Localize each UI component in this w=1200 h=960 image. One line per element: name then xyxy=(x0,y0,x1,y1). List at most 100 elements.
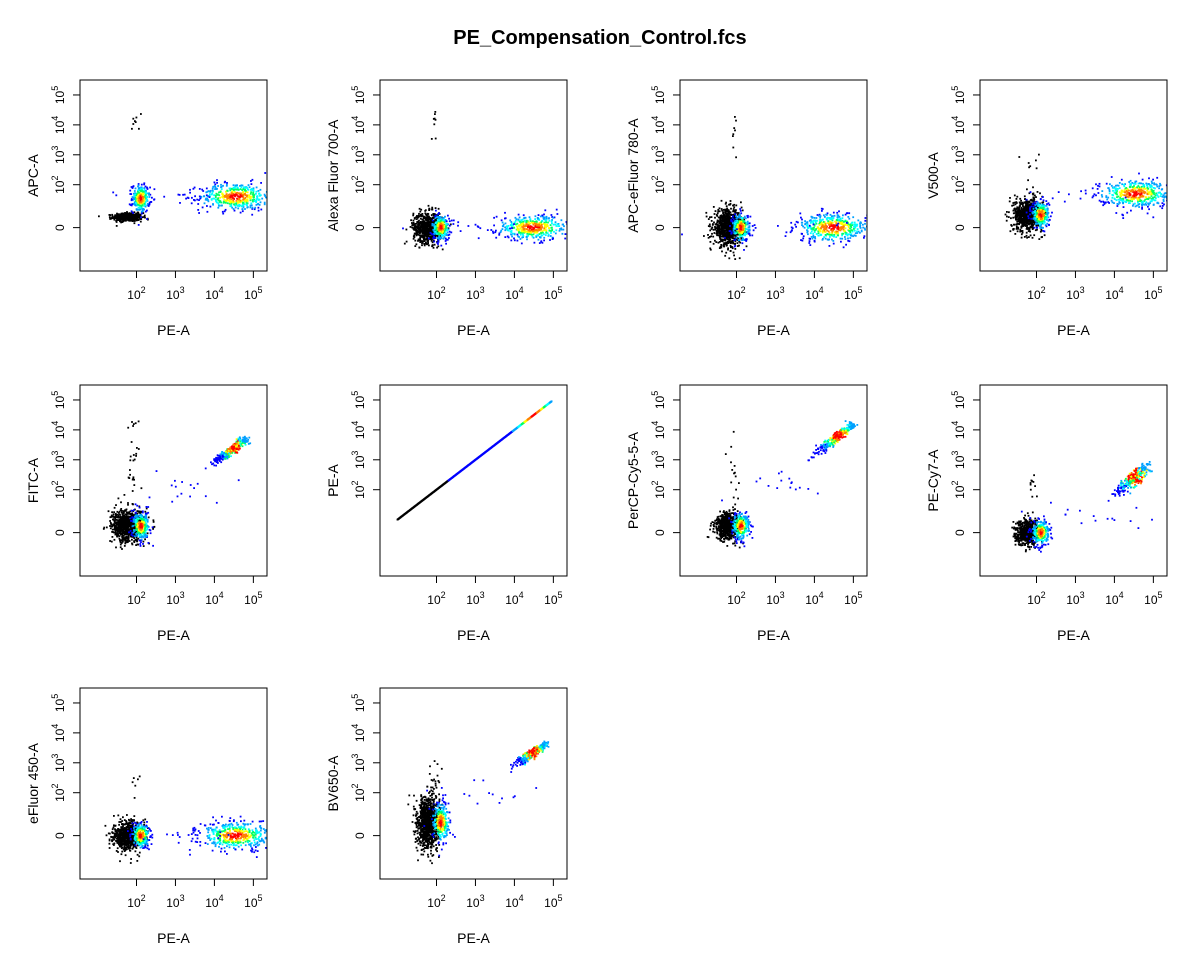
event-point xyxy=(869,229,871,231)
event-point xyxy=(134,193,136,196)
event-point xyxy=(249,206,252,209)
event-point xyxy=(139,197,142,199)
event-point xyxy=(517,225,520,227)
event-point xyxy=(741,230,744,233)
event-point xyxy=(1027,222,1030,225)
event-point xyxy=(521,218,524,221)
event-point xyxy=(111,213,114,216)
event-point xyxy=(224,208,227,211)
event-point xyxy=(1036,206,1039,209)
event-point xyxy=(130,210,133,213)
event-point xyxy=(840,221,843,224)
x-tick-label: 102 xyxy=(427,285,445,302)
event-point xyxy=(136,200,139,203)
event-point xyxy=(731,217,734,220)
event-point xyxy=(519,221,521,223)
event-point xyxy=(719,238,722,240)
event-point xyxy=(135,200,137,202)
event-point xyxy=(419,229,421,232)
event-point xyxy=(429,226,432,229)
event-point xyxy=(428,237,430,240)
event-point xyxy=(729,225,731,227)
event-point xyxy=(436,215,438,218)
event-point xyxy=(726,225,729,228)
event-point xyxy=(526,231,529,234)
event-point xyxy=(712,242,715,245)
event-point xyxy=(1016,230,1019,233)
event-point xyxy=(513,226,516,229)
event-point xyxy=(435,229,438,232)
event-point xyxy=(736,219,739,222)
event-point xyxy=(263,201,266,204)
event-point xyxy=(743,225,746,227)
event-point xyxy=(418,246,421,249)
event-point xyxy=(550,214,553,216)
event-point xyxy=(720,208,723,210)
event-point xyxy=(133,198,135,201)
event-point xyxy=(1024,221,1027,223)
event-point xyxy=(814,219,817,222)
event-point xyxy=(841,219,844,222)
event-point xyxy=(1019,230,1022,233)
event-point xyxy=(416,215,418,217)
event-point xyxy=(710,235,713,238)
event-point xyxy=(232,200,235,202)
event-point xyxy=(235,192,238,194)
event-point xyxy=(421,236,424,238)
event-point xyxy=(137,197,140,200)
event-point xyxy=(244,187,246,190)
event-point xyxy=(519,233,522,236)
event-point xyxy=(746,222,749,225)
event-point xyxy=(729,229,731,231)
event-point xyxy=(831,232,834,235)
event-point xyxy=(828,224,831,226)
event-point xyxy=(1029,206,1032,209)
event-point xyxy=(707,234,709,236)
event-point xyxy=(523,231,526,234)
event-point xyxy=(138,213,141,216)
event-point xyxy=(149,193,152,196)
event-point xyxy=(530,233,532,236)
event-point xyxy=(830,225,833,227)
event-point xyxy=(205,194,208,197)
event-point xyxy=(720,224,723,227)
event-point xyxy=(737,239,740,242)
event-point xyxy=(830,217,832,219)
event-point xyxy=(738,257,741,260)
event-point xyxy=(543,227,546,230)
event-point xyxy=(849,237,852,239)
event-point xyxy=(139,199,142,202)
event-point xyxy=(243,186,246,189)
event-point xyxy=(739,236,742,239)
event-point xyxy=(731,234,734,236)
event-point xyxy=(252,189,255,191)
event-point xyxy=(517,213,520,216)
event-point xyxy=(209,189,212,192)
event-point xyxy=(712,228,715,231)
event-point xyxy=(197,209,200,211)
event-point xyxy=(1022,224,1025,227)
event-point xyxy=(808,224,811,227)
event-point xyxy=(433,117,436,120)
event-point xyxy=(522,230,525,233)
event-point xyxy=(528,233,530,236)
event-point xyxy=(838,226,840,229)
event-point xyxy=(844,227,847,230)
event-point xyxy=(122,218,125,221)
event-point xyxy=(742,217,744,219)
event-point xyxy=(811,237,814,240)
event-point xyxy=(825,224,827,227)
event-point xyxy=(144,201,147,204)
event-point xyxy=(747,216,749,219)
event-point xyxy=(412,223,415,225)
event-point xyxy=(727,235,729,238)
event-point xyxy=(800,232,803,235)
event-point xyxy=(1033,204,1036,207)
event-point xyxy=(833,214,836,217)
event-point xyxy=(1016,206,1019,209)
event-point xyxy=(416,230,419,233)
event-point xyxy=(719,216,722,219)
event-point xyxy=(711,226,714,229)
event-point xyxy=(739,210,742,212)
event-point xyxy=(437,233,440,235)
